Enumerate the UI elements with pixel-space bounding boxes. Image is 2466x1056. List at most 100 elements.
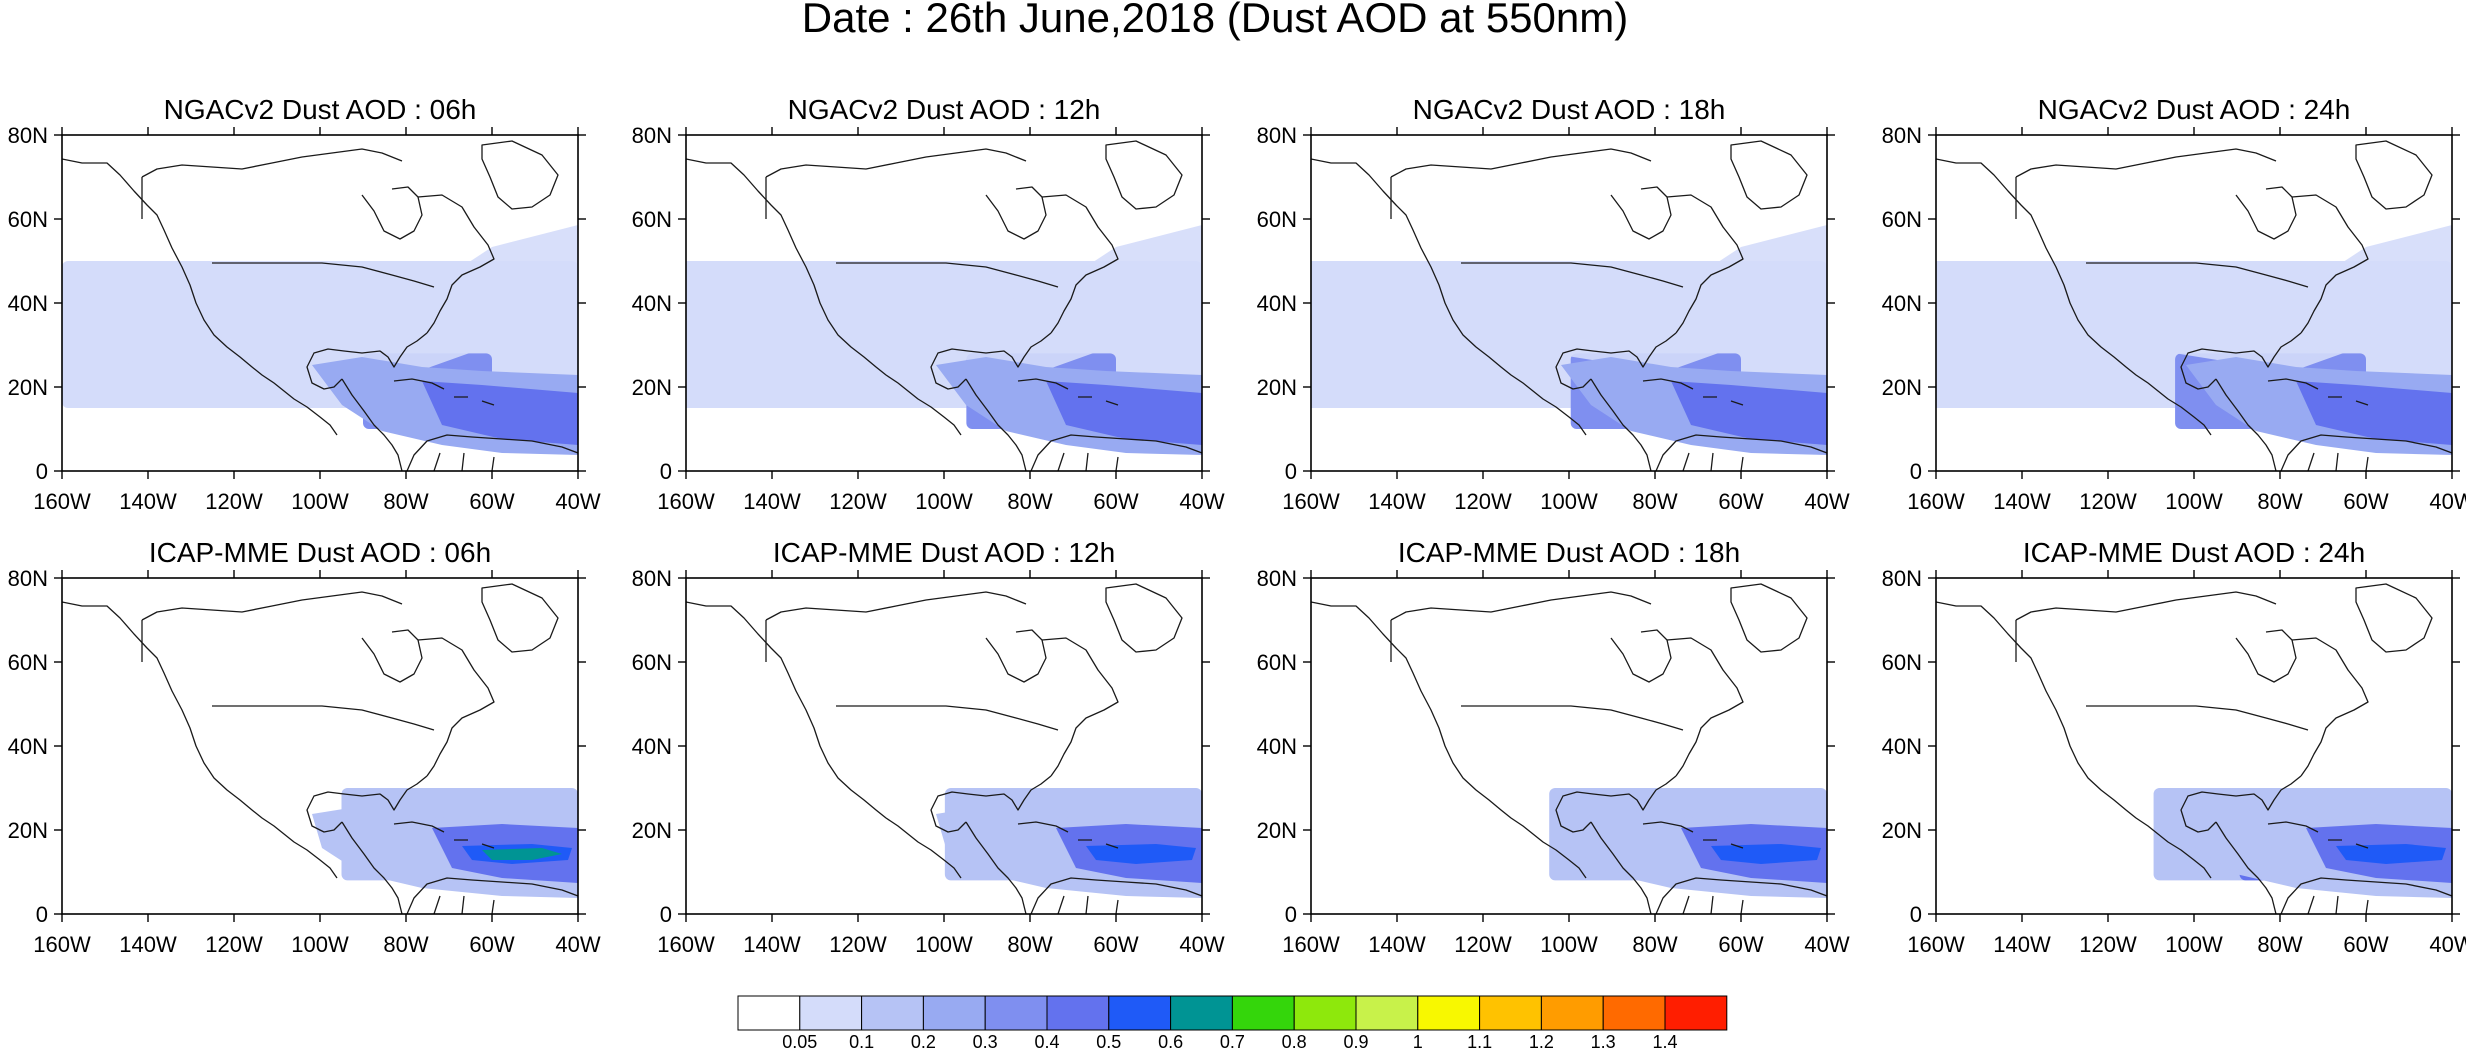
y-tick-label: 40N bbox=[8, 291, 48, 316]
y-tick-label: 0 bbox=[1285, 902, 1297, 927]
x-tick-label: 160W bbox=[1907, 932, 1965, 957]
colorbar-swatch bbox=[1664, 995, 1728, 1031]
x-tick-label: 80W bbox=[1007, 489, 1052, 514]
map-panel: ICAP-MME Dust AOD : 18h 80N 60N 40N 20N 0 160W… bbox=[1257, 537, 1850, 957]
map-panel: ICAP-MME Dust AOD : 06h 80N 60N 40N 20N 0 160W… bbox=[8, 537, 601, 957]
x-tick-label: 100W bbox=[1540, 489, 1598, 514]
panel-title: ICAP-MME Dust AOD : 12h bbox=[773, 537, 1115, 568]
map-panel: NGACv2 Dust AOD : 06h 80N 60N 40N 20N 0 160W 14… bbox=[8, 94, 601, 514]
y-tick-label: 20N bbox=[8, 818, 48, 843]
y-tick-label: 20N bbox=[1257, 375, 1297, 400]
x-tick-label: 160W bbox=[1282, 489, 1340, 514]
dust-aod-band bbox=[686, 225, 1202, 371]
colorbar-label: 0.5 bbox=[1096, 1032, 1121, 1052]
x-tick-label: 120W bbox=[829, 489, 887, 514]
x-tick-label: 80W bbox=[1632, 932, 1677, 957]
x-tick-label: 100W bbox=[2165, 932, 2223, 957]
y-tick-label: 20N bbox=[1257, 818, 1297, 843]
x-tick-label: 120W bbox=[205, 489, 263, 514]
dust-aod-band bbox=[62, 225, 578, 371]
x-tick-label: 120W bbox=[1454, 932, 1512, 957]
y-tick-label: 0 bbox=[660, 902, 672, 927]
colorbar-label: 0.4 bbox=[1034, 1032, 1059, 1052]
x-tick-label: 60W bbox=[2343, 932, 2388, 957]
dust-aod-band bbox=[1936, 225, 2452, 371]
y-tick-label: 60N bbox=[8, 650, 48, 675]
panel-title: NGACv2 Dust AOD : 12h bbox=[788, 94, 1101, 125]
y-tick-label: 60N bbox=[632, 207, 672, 232]
colorbar-swatch bbox=[984, 995, 1048, 1031]
dust-aod-band bbox=[2336, 844, 2446, 864]
x-tick-label: 120W bbox=[205, 932, 263, 957]
x-tick-label: 120W bbox=[2079, 489, 2137, 514]
y-tick-label: 40N bbox=[8, 734, 48, 759]
colorbar-swatch bbox=[922, 995, 986, 1031]
x-tick-label: 140W bbox=[119, 932, 177, 957]
y-tick-label: 0 bbox=[1285, 459, 1297, 484]
y-tick-label: 80N bbox=[632, 566, 672, 591]
colorbar-swatch bbox=[1108, 995, 1172, 1031]
y-tick-label: 20N bbox=[1882, 375, 1922, 400]
x-tick-label: 160W bbox=[33, 932, 91, 957]
colorbar-label: 1.2 bbox=[1529, 1032, 1554, 1052]
y-tick-label: 20N bbox=[1882, 818, 1922, 843]
x-tick-label: 100W bbox=[291, 932, 349, 957]
figure-title: Date : 26th June,2018 (Dust AOD at 550nm… bbox=[802, 0, 1628, 41]
y-tick-label: 20N bbox=[8, 375, 48, 400]
y-tick-label: 80N bbox=[8, 123, 48, 148]
colorbar-label: 0.2 bbox=[911, 1032, 936, 1052]
panel-title: ICAP-MME Dust AOD : 06h bbox=[149, 537, 491, 568]
y-tick-label: 60N bbox=[1882, 207, 1922, 232]
x-tick-label: 160W bbox=[1907, 489, 1965, 514]
x-tick-label: 40W bbox=[2429, 932, 2466, 957]
panel-title: ICAP-MME Dust AOD : 18h bbox=[1398, 537, 1740, 568]
y-tick-label: 0 bbox=[660, 459, 672, 484]
x-tick-label: 120W bbox=[829, 932, 887, 957]
colorbar-swatch bbox=[1479, 995, 1542, 1031]
colorbar-label: 1.3 bbox=[1591, 1032, 1616, 1052]
map-panel: ICAP-MME Dust AOD : 12h 80N 60N 40N 20N 0 160W… bbox=[632, 537, 1225, 957]
y-tick-label: 40N bbox=[1882, 291, 1922, 316]
x-tick-label: 40W bbox=[555, 932, 600, 957]
colorbar-swatch bbox=[1170, 995, 1233, 1031]
y-tick-label: 80N bbox=[1882, 566, 1922, 591]
x-tick-label: 40W bbox=[555, 489, 600, 514]
x-tick-label: 60W bbox=[1718, 489, 1763, 514]
x-tick-label: 60W bbox=[2343, 489, 2388, 514]
colorbar-label: 0.1 bbox=[849, 1032, 874, 1052]
colorbar-swatch bbox=[1355, 995, 1419, 1031]
y-tick-label: 40N bbox=[1257, 734, 1297, 759]
x-tick-label: 140W bbox=[1368, 932, 1426, 957]
y-tick-label: 80N bbox=[8, 566, 48, 591]
colorbar-swatch bbox=[1602, 995, 1666, 1031]
x-tick-label: 120W bbox=[1454, 489, 1512, 514]
colorbar-swatch bbox=[1540, 995, 1604, 1031]
y-tick-label: 0 bbox=[1910, 902, 1922, 927]
panel-title: NGACv2 Dust AOD : 06h bbox=[164, 94, 477, 125]
x-tick-label: 40W bbox=[1804, 489, 1849, 514]
colorbar-swatch bbox=[1231, 995, 1295, 1031]
x-tick-label: 160W bbox=[1282, 932, 1340, 957]
y-tick-label: 80N bbox=[1257, 566, 1297, 591]
x-tick-label: 140W bbox=[119, 489, 177, 514]
dust-aod-band bbox=[1311, 225, 1827, 371]
colorbar-swatch bbox=[1046, 995, 1110, 1031]
y-tick-label: 40N bbox=[632, 734, 672, 759]
colorbar-swatch bbox=[1293, 995, 1357, 1031]
dust-aod-band bbox=[482, 848, 562, 860]
colorbar: 0.05 0.1 0.2 0.3 0.4 0.5 0.6 0.7 0.8 0.9 1 1.1 1.2 1.… bbox=[737, 995, 1728, 1052]
map-panel: NGACv2 Dust AOD : 12h 80N 60N 40N 20N 0 160W 14… bbox=[632, 94, 1225, 514]
x-tick-label: 140W bbox=[743, 932, 801, 957]
y-tick-label: 60N bbox=[1882, 650, 1922, 675]
y-tick-label: 20N bbox=[632, 375, 672, 400]
x-tick-label: 100W bbox=[915, 489, 973, 514]
map-panel: NGACv2 Dust AOD : 18h 80N 60N 40N 20N 0 160W 14… bbox=[1257, 94, 1850, 514]
panel-title: NGACv2 Dust AOD : 24h bbox=[2038, 94, 2351, 125]
x-tick-label: 40W bbox=[1804, 932, 1849, 957]
x-tick-label: 80W bbox=[2257, 489, 2302, 514]
x-tick-label: 80W bbox=[383, 932, 428, 957]
y-tick-label: 60N bbox=[632, 650, 672, 675]
colorbar-swatch bbox=[799, 995, 863, 1031]
y-tick-label: 40N bbox=[1882, 734, 1922, 759]
colorbar-label: 1.4 bbox=[1652, 1032, 1677, 1052]
